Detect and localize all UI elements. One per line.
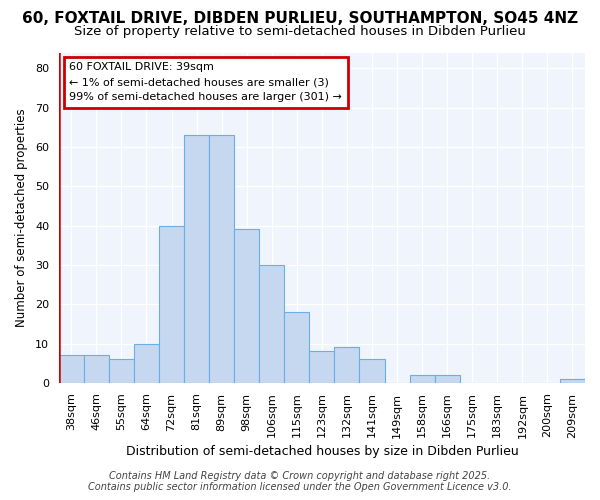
Bar: [410, 375, 434, 383]
Bar: [359, 359, 385, 383]
Bar: [84, 356, 109, 383]
Bar: [59, 356, 84, 383]
Bar: [310, 352, 334, 383]
Bar: [560, 379, 585, 383]
Bar: [159, 226, 184, 383]
Bar: [434, 375, 460, 383]
Bar: [259, 265, 284, 383]
Text: Size of property relative to semi-detached houses in Dibden Purlieu: Size of property relative to semi-detach…: [74, 24, 526, 38]
Text: 60 FOXTAIL DRIVE: 39sqm
← 1% of semi-detached houses are smaller (3)
99% of semi: 60 FOXTAIL DRIVE: 39sqm ← 1% of semi-det…: [70, 62, 342, 102]
Bar: [184, 135, 209, 383]
Text: Contains HM Land Registry data © Crown copyright and database right 2025.
Contai: Contains HM Land Registry data © Crown c…: [88, 471, 512, 492]
Bar: [109, 359, 134, 383]
Bar: [234, 230, 259, 383]
Bar: [284, 312, 310, 383]
Text: 60, FOXTAIL DRIVE, DIBDEN PURLIEU, SOUTHAMPTON, SO45 4NZ: 60, FOXTAIL DRIVE, DIBDEN PURLIEU, SOUTH…: [22, 11, 578, 26]
Bar: [134, 344, 159, 383]
Bar: [209, 135, 234, 383]
X-axis label: Distribution of semi-detached houses by size in Dibden Purlieu: Distribution of semi-detached houses by …: [125, 444, 518, 458]
Bar: [334, 348, 359, 383]
Y-axis label: Number of semi-detached properties: Number of semi-detached properties: [15, 108, 28, 327]
